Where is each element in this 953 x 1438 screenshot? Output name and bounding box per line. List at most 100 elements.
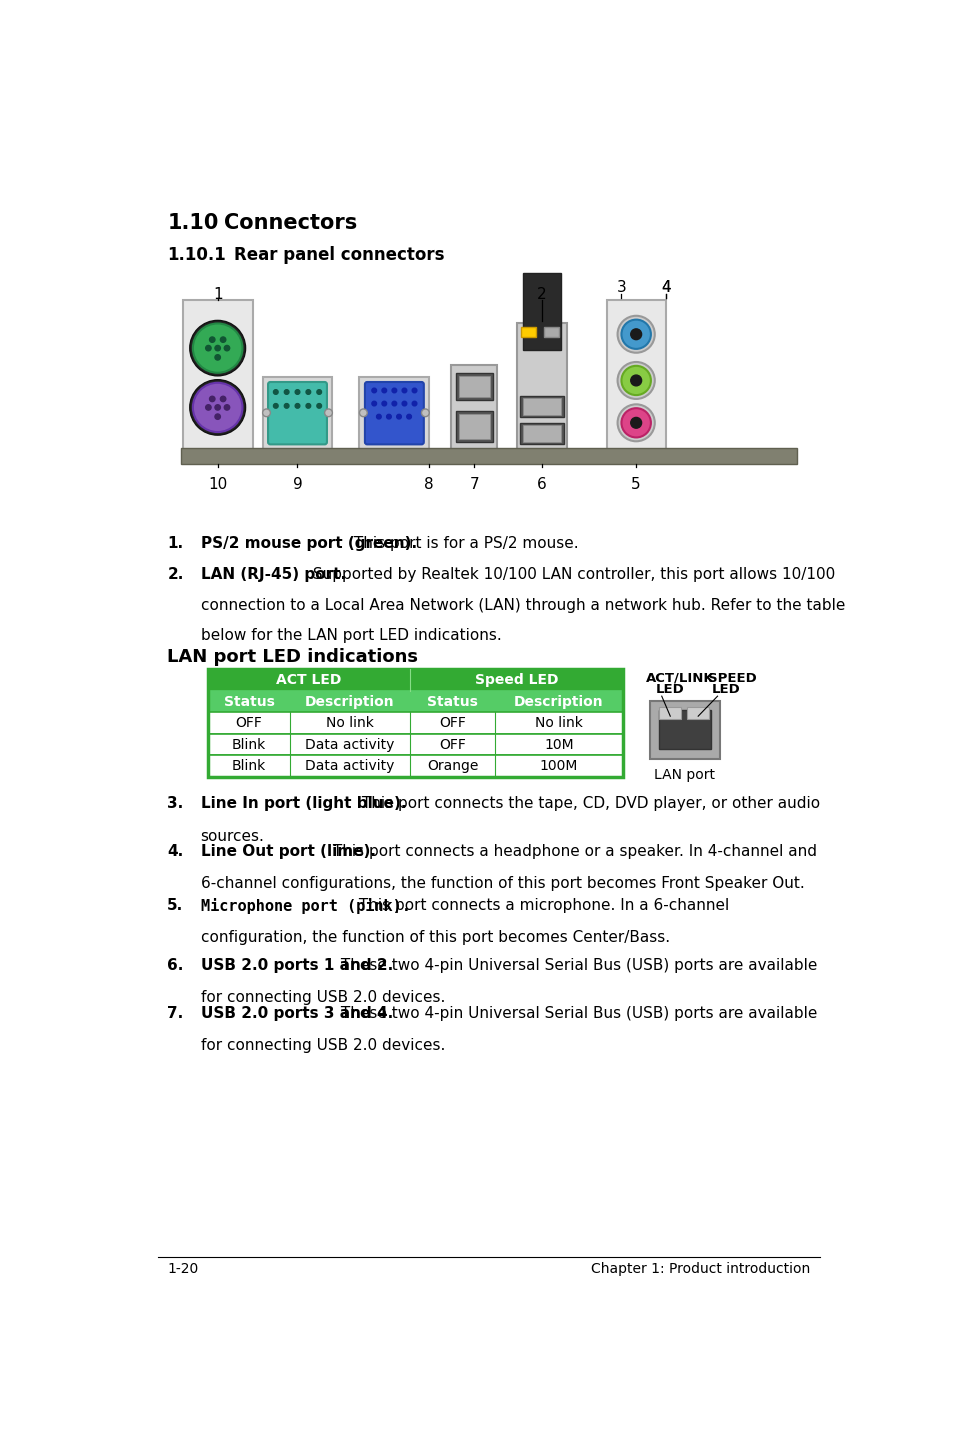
Bar <box>519 423 563 444</box>
Text: USB 2.0 ports 3 and 4.: USB 2.0 ports 3 and 4. <box>200 1005 393 1021</box>
Circle shape <box>220 397 226 401</box>
Circle shape <box>274 404 278 408</box>
Text: Orange: Orange <box>426 759 477 774</box>
Circle shape <box>193 324 242 372</box>
Text: LED: LED <box>711 683 740 696</box>
Text: Rear panel connectors: Rear panel connectors <box>233 246 444 263</box>
Text: 10M: 10M <box>543 738 574 752</box>
Bar <box>659 710 710 749</box>
Text: Data activity: Data activity <box>305 738 395 752</box>
Text: Speed LED: Speed LED <box>475 673 558 687</box>
Text: 6-channel configurations, the function of this port becomes Front Speaker Out.: 6-channel configurations, the function o… <box>200 876 803 892</box>
Circle shape <box>224 404 230 410</box>
Circle shape <box>193 383 242 431</box>
Circle shape <box>620 319 650 349</box>
Circle shape <box>190 321 245 375</box>
Text: 5: 5 <box>631 477 640 492</box>
Text: 7.: 7. <box>167 1005 183 1021</box>
Bar <box>359 377 429 450</box>
Circle shape <box>630 375 641 385</box>
Bar <box>649 700 720 758</box>
Circle shape <box>316 390 321 394</box>
Text: ACT/LINK: ACT/LINK <box>645 672 714 684</box>
Text: 6.: 6. <box>167 958 184 974</box>
FancyBboxPatch shape <box>268 383 327 444</box>
Bar <box>607 299 665 450</box>
Circle shape <box>190 380 245 436</box>
Bar <box>522 426 560 441</box>
Text: 1: 1 <box>213 286 222 302</box>
Circle shape <box>381 388 386 393</box>
Bar <box>520 328 536 336</box>
Circle shape <box>262 408 270 417</box>
Text: for connecting USB 2.0 devices.: for connecting USB 2.0 devices. <box>200 991 444 1005</box>
Text: USB 2.0 ports 1 and 2.: USB 2.0 ports 1 and 2. <box>200 958 393 974</box>
Bar <box>183 299 253 450</box>
Circle shape <box>210 397 214 401</box>
Bar <box>208 733 622 755</box>
Bar <box>208 669 622 690</box>
Circle shape <box>210 336 214 342</box>
Text: Status: Status <box>427 695 477 709</box>
Text: 1-20: 1-20 <box>167 1263 198 1276</box>
Circle shape <box>421 408 429 417</box>
Bar <box>208 712 622 733</box>
Text: 6: 6 <box>537 477 546 492</box>
Circle shape <box>294 390 299 394</box>
Circle shape <box>206 345 211 351</box>
Circle shape <box>306 390 311 394</box>
Circle shape <box>630 329 641 339</box>
Circle shape <box>274 390 278 394</box>
Text: 4: 4 <box>660 280 670 295</box>
Text: connection to a Local Area Network (LAN) through a network hub. Refer to the tab: connection to a Local Area Network (LAN)… <box>200 598 844 613</box>
Text: No link: No link <box>326 716 374 731</box>
Bar <box>208 669 622 777</box>
Circle shape <box>617 404 654 441</box>
Circle shape <box>316 404 321 408</box>
Bar <box>208 690 622 712</box>
Text: Line Out port (lime).: Line Out port (lime). <box>200 844 375 858</box>
Bar <box>543 328 558 336</box>
Text: This port connects the tape, CD, DVD player, or other audio: This port connects the tape, CD, DVD pla… <box>356 797 820 811</box>
Circle shape <box>220 336 226 342</box>
Text: No link: No link <box>535 716 582 731</box>
Text: 1.10.1: 1.10.1 <box>167 246 226 263</box>
Circle shape <box>630 417 641 429</box>
Circle shape <box>214 345 220 351</box>
Circle shape <box>214 414 220 420</box>
Text: 9: 9 <box>293 477 302 492</box>
Text: Status: Status <box>223 695 274 709</box>
Bar <box>181 449 797 463</box>
Text: 1.10: 1.10 <box>167 213 218 233</box>
Circle shape <box>376 414 381 418</box>
Text: OFF: OFF <box>438 738 465 752</box>
Text: This port connects a headphone or a speaker. In 4-channel and: This port connects a headphone or a spea… <box>328 844 817 858</box>
Text: This port is for a PS/2 mouse.: This port is for a PS/2 mouse. <box>349 536 578 551</box>
Text: PS/2 mouse port (green).: PS/2 mouse port (green). <box>200 536 416 551</box>
Circle shape <box>406 414 411 418</box>
Text: Microphone port (pink).: Microphone port (pink). <box>200 897 410 915</box>
Bar <box>522 273 560 351</box>
Text: LAN (RJ-45) port.: LAN (RJ-45) port. <box>200 567 345 582</box>
Text: 3.: 3. <box>167 797 183 811</box>
Bar <box>458 375 489 397</box>
Circle shape <box>306 404 311 408</box>
Bar <box>451 365 497 450</box>
Bar <box>522 398 560 416</box>
Circle shape <box>402 388 406 393</box>
Circle shape <box>294 404 299 408</box>
Text: 4.: 4. <box>167 844 183 858</box>
Text: Description: Description <box>514 695 603 709</box>
Bar <box>458 414 489 439</box>
Circle shape <box>617 316 654 352</box>
Text: OFF: OFF <box>235 716 262 731</box>
Text: LED: LED <box>655 683 683 696</box>
Text: 5.: 5. <box>167 897 183 913</box>
Circle shape <box>206 404 211 410</box>
Text: 10: 10 <box>208 477 227 492</box>
Text: These two 4-pin Universal Serial Bus (USB) ports are available: These two 4-pin Universal Serial Bus (US… <box>335 1005 817 1021</box>
Bar <box>519 395 563 417</box>
Circle shape <box>372 388 376 393</box>
Text: LAN port LED indications: LAN port LED indications <box>167 649 417 666</box>
Bar <box>262 377 332 450</box>
